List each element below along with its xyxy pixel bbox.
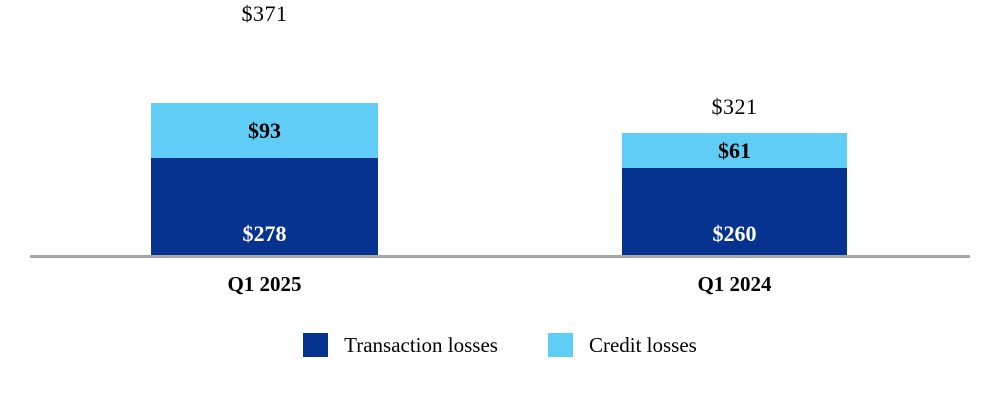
legend-label-credit-losses: Credit losses	[588, 333, 697, 357]
total-value-label-q1-2024: $321	[711, 94, 758, 119]
credit-losses-value-q1-2024: $61	[718, 137, 751, 163]
credit-losses-swatch	[547, 333, 573, 357]
transaction-losses-segment-q1-2024: $260	[622, 168, 847, 255]
credit-losses-value-q1-2025: $93	[248, 117, 281, 143]
credit-losses-segment-q1-2025: $93	[151, 103, 378, 158]
credit-losses-segment-q1-2024: $61	[622, 133, 847, 168]
transaction-losses-segment-q1-2025: $278	[151, 158, 378, 255]
x-axis-line	[30, 255, 970, 258]
chart-legend: Transaction losses Credit losses	[0, 333, 1000, 357]
legend-item-credit-losses: Credit losses	[547, 333, 697, 357]
category-label-q1-2024: Q1 2024	[697, 272, 772, 296]
category-label-q1-2025: Q1 2025	[227, 272, 302, 296]
total-value-label-q1-2025: $371	[241, 1, 288, 26]
transaction-losses-value-q1-2024: $260	[712, 221, 757, 246]
transaction-losses-swatch	[303, 333, 329, 357]
transaction-losses-value-q1-2025: $278	[242, 221, 287, 246]
legend-label-transaction-losses: Transaction losses	[344, 333, 498, 357]
legend-item-transaction-losses: Transaction losses	[303, 333, 498, 357]
